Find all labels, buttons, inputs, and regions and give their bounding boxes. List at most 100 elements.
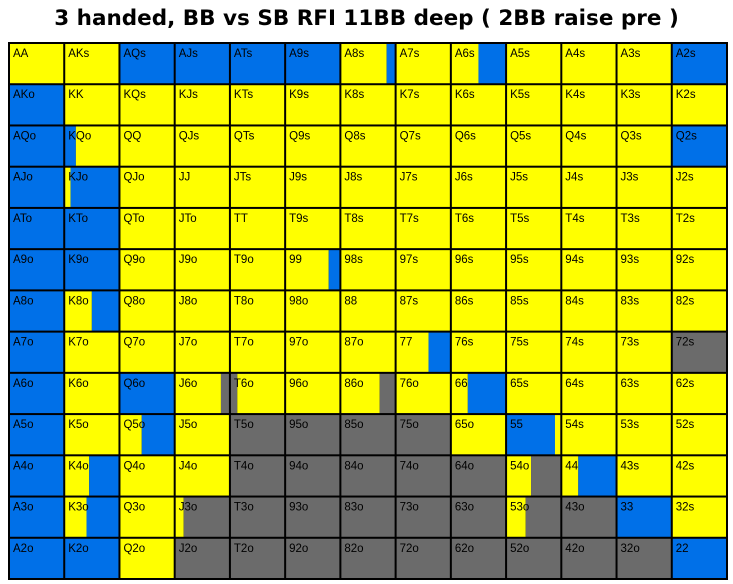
hand-cell-T8o: T8o: [230, 291, 285, 331]
hand-cell-fill: [286, 291, 340, 331]
hand-label: AJs: [179, 48, 198, 60]
hand-label: Q7s: [400, 130, 421, 142]
hand-label: J7s: [400, 172, 418, 184]
hand-cell-fill: [120, 332, 174, 372]
hand-label: 52o: [510, 543, 529, 555]
hand-cell-42o: 42o: [562, 538, 616, 578]
hand-label: 74o: [400, 460, 419, 472]
hand-cell-fill: [341, 250, 395, 290]
hand-cell-95s: 95s: [507, 250, 561, 290]
hand-cell-fill: [396, 44, 450, 84]
hand-label: 43s: [621, 460, 640, 472]
hand-label: 86s: [455, 295, 474, 307]
hand-cell-Q4o: Q4o: [120, 456, 174, 496]
hand-label: 95o: [289, 419, 308, 431]
hand-cell-T4o: T4o: [230, 456, 285, 496]
hand-cell-KJs: KJs: [175, 85, 229, 125]
hand-label: A9s: [289, 48, 309, 60]
hand-cell-fill: [10, 538, 64, 578]
hand-cell-fill: [65, 538, 119, 578]
hand-cell-J8o: J8o: [175, 291, 229, 331]
hand-label: 84s: [565, 295, 584, 307]
hand-cell-fill: [617, 44, 671, 84]
hand-cell-fill: [562, 85, 616, 125]
hand-cell-A7o: A7o: [10, 332, 64, 372]
hand-cell-fill: [562, 208, 616, 249]
hand-cell-92s: 92s: [672, 250, 726, 290]
hand-cell-AKo: AKo: [10, 85, 64, 125]
hand-cell-43s: 43s: [617, 456, 671, 496]
hand-label: Q5o: [123, 419, 145, 431]
hand-cell-fill: [507, 208, 561, 249]
hand-cell-Q4s: Q4s: [562, 126, 616, 166]
hand-label: JTs: [234, 172, 252, 184]
hand-cell-A4s: A4s: [562, 44, 616, 84]
hand-label: T3s: [621, 213, 640, 225]
hand-label: A7s: [400, 48, 420, 60]
hand-cell-J5s: J5s: [507, 167, 561, 207]
hand-cell-K6o: K6o: [65, 373, 119, 414]
hand-cell-Q9s: Q9s: [286, 126, 340, 166]
hand-cell-K7o: K7o: [65, 332, 119, 372]
hand-cell-KTo: KTo: [65, 208, 119, 249]
hand-label: 62o: [455, 543, 474, 555]
hand-label: K7o: [68, 337, 88, 349]
hand-label: Q6s: [455, 130, 476, 142]
hand-cell-fill: [70, 167, 119, 207]
hand-label: 73o: [400, 502, 419, 514]
hand-label: QTo: [123, 213, 144, 225]
hand-cell-fill: [10, 126, 64, 166]
hand-label: T6o: [234, 378, 254, 390]
hand-label: KTs: [234, 89, 253, 101]
hand-cell-fill: [525, 497, 561, 537]
hand-cell-fill: [617, 85, 671, 125]
hand-label: A9o: [13, 254, 33, 266]
hand-label: AKs: [68, 48, 89, 60]
hand-label: 95s: [510, 254, 529, 266]
hand-label: Q9s: [289, 130, 310, 142]
hand-cell-87o: 87o: [341, 332, 395, 372]
hand-cell-fill: [230, 373, 238, 414]
hand-cell-fill: [507, 373, 561, 414]
hand-label: 83s: [621, 295, 640, 307]
hand-cell-K4o: K4o: [65, 456, 119, 496]
hand-label: 88: [344, 295, 357, 307]
hand-cell-fill: [617, 250, 671, 290]
hand-label: Q8s: [344, 130, 365, 142]
hand-label: 33: [621, 502, 634, 514]
hand-cell-fill: [554, 415, 561, 455]
hand-cell-53s: 53s: [617, 415, 671, 455]
hand-cell-Q3s: Q3s: [617, 126, 671, 166]
hand-label: 72o: [400, 543, 419, 555]
hand-cell-KTs: KTs: [230, 85, 285, 125]
hand-cell-fill: [341, 415, 395, 455]
hand-cell-76o: 76o: [396, 373, 450, 414]
hand-cell-72o: 72o: [396, 538, 450, 578]
hand-label: T2s: [676, 213, 695, 225]
hand-label: QJo: [123, 172, 144, 184]
hand-label: QJs: [179, 130, 200, 142]
hand-label: J4s: [565, 172, 583, 184]
hand-cell-fill: [286, 167, 340, 207]
hand-label: A4o: [13, 460, 33, 472]
hand-cell-fill: [341, 167, 395, 207]
hand-label: J8s: [344, 172, 362, 184]
hand-label: 93s: [621, 254, 640, 266]
hand-label: KJo: [68, 172, 88, 184]
hand-cell-fill: [120, 208, 174, 249]
hand-cell-fill: [672, 250, 726, 290]
hand-cell-T7s: T7s: [396, 208, 450, 249]
hand-cell-fill: [120, 456, 174, 496]
hand-cell-Q5s: Q5s: [507, 126, 561, 166]
hand-label: J9o: [179, 254, 198, 266]
hand-cell-fill: [507, 126, 561, 166]
hand-cell-fill: [451, 538, 506, 578]
hand-cell-fill: [341, 208, 395, 249]
hand-label: Q4o: [123, 460, 145, 472]
hand-cell-QJo: QJo: [120, 167, 174, 207]
hand-label: 94s: [565, 254, 584, 266]
hand-label: 76s: [455, 337, 474, 349]
hand-cell-fill: [175, 415, 229, 455]
hand-label: J2o: [179, 543, 198, 555]
hand-cell-fill: [10, 415, 64, 455]
